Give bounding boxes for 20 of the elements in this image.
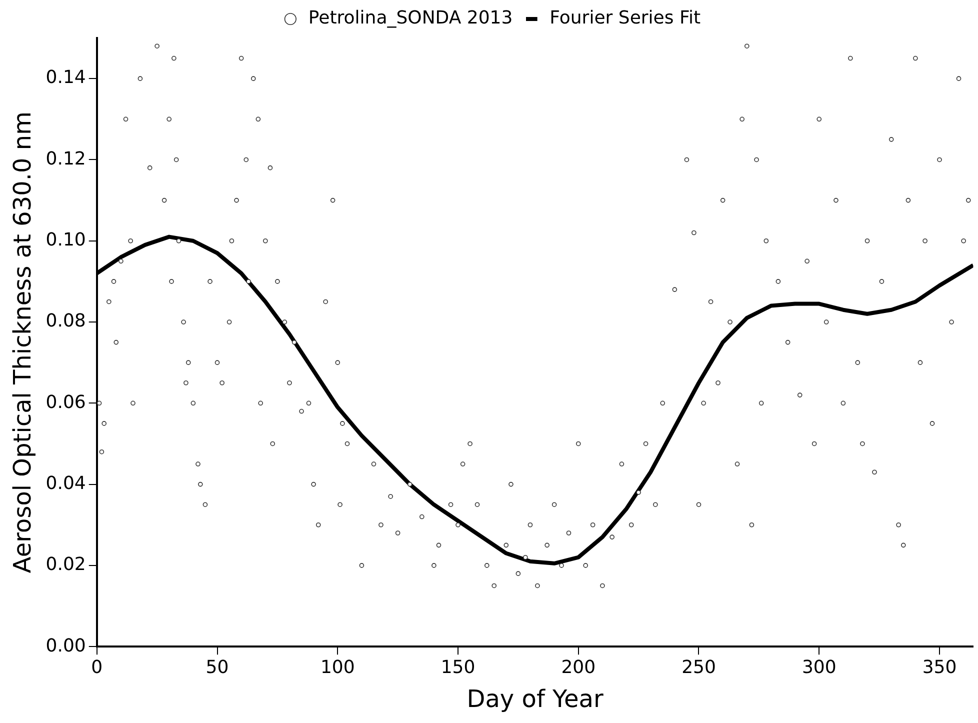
y-tick-label: 0.06 [46, 392, 86, 413]
legend-label: Petrolina_SONDA 2013 [308, 8, 513, 29]
y-axis-title: Aerosol Optical Thickness at 630.0 nm [8, 112, 37, 574]
y-tick-label: 0.14 [46, 67, 86, 88]
x-tick-label: 150 [440, 657, 476, 678]
y-tick-label: 0.10 [46, 230, 86, 251]
y-tick-label: 0.12 [46, 148, 86, 170]
x-axis-title: Day of Year [466, 684, 604, 713]
legend-label: Fourier Series Fit [550, 8, 701, 29]
x-tick-label: 250 [682, 657, 716, 678]
x-tick-label: 100 [320, 657, 355, 678]
y-tick-label: 0.02 [46, 554, 86, 576]
x-tick-label: 350 [922, 657, 957, 678]
x-tick-label: 200 [561, 657, 596, 678]
y-tick-label: 0.08 [46, 310, 86, 332]
x-tick-label: 300 [802, 657, 836, 678]
x-tick-label: 50 [206, 657, 229, 678]
y-tick-label: 0.04 [46, 472, 86, 494]
x-tick-label: 0 [91, 657, 103, 678]
y-tick-label: 0.00 [46, 635, 86, 656]
